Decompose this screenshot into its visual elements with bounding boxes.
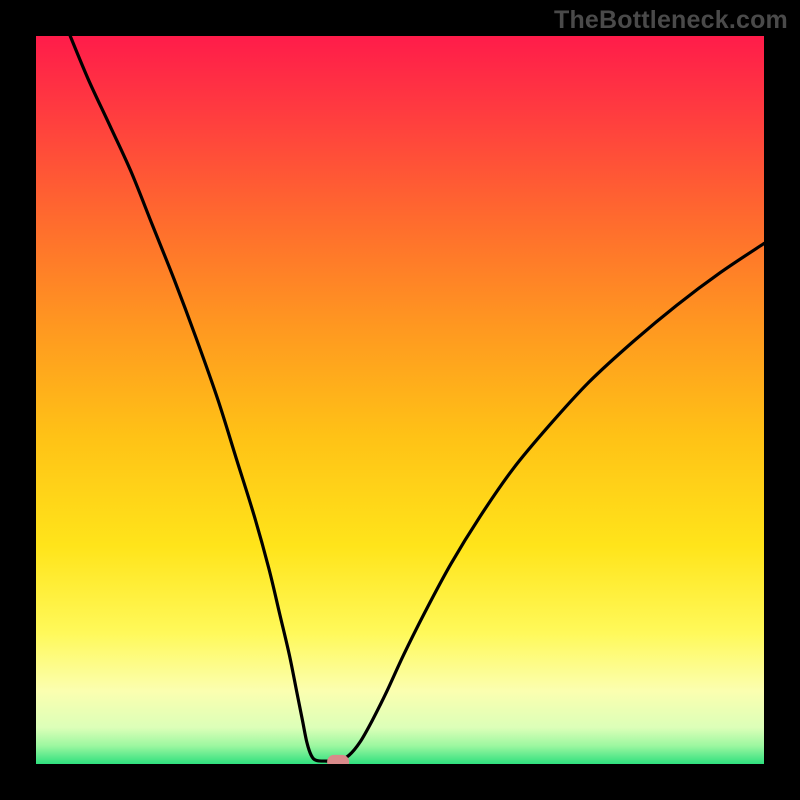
- bottleneck-chart: TheBottleneck.com: [0, 0, 800, 800]
- watermark: TheBottleneck.com: [554, 6, 788, 35]
- chart-svg: [0, 0, 800, 800]
- plot-background: [36, 36, 764, 764]
